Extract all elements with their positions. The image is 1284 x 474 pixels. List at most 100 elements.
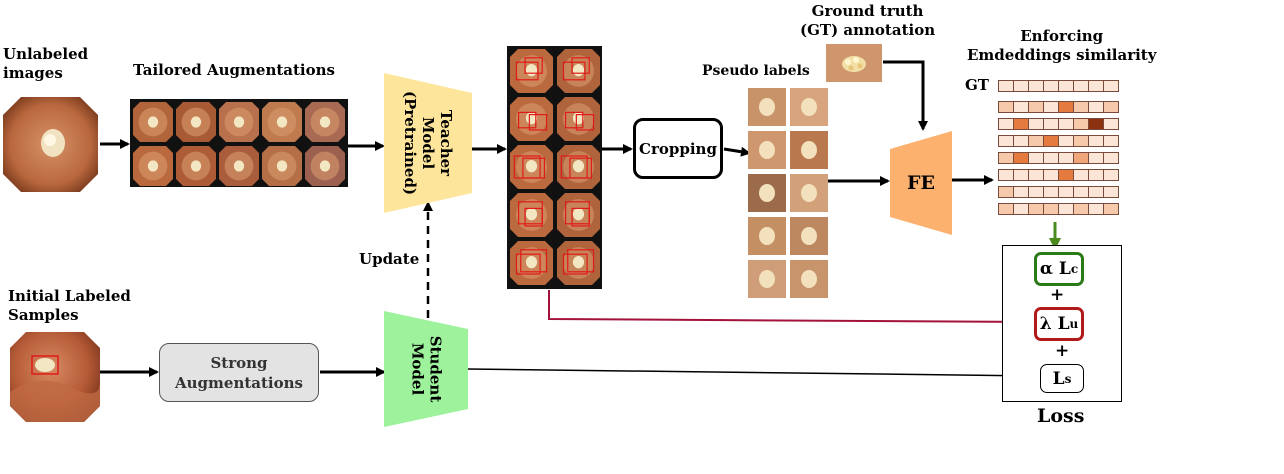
embedding-cell [1043, 169, 1059, 181]
embedding-cell [1088, 135, 1104, 147]
teacher-model: Teacher Model (Pretrained) [384, 73, 472, 213]
embedding-cell [1088, 169, 1104, 181]
embedding-cell [1013, 152, 1029, 164]
embedding-cell [1073, 118, 1089, 130]
pseudo-label-crop [748, 260, 786, 298]
prediction-tile [557, 97, 600, 141]
embedding-cell [1073, 203, 1089, 215]
embedding-cell [998, 80, 1014, 92]
plus-sign-2: + [1055, 341, 1070, 361]
embedding-cell [1028, 80, 1044, 92]
embedding-cell [1073, 80, 1089, 92]
unlabeled-image [3, 97, 98, 192]
pseudo-label-crop [790, 88, 828, 126]
augmented-image-tile [133, 146, 173, 186]
embedding-cell [1088, 186, 1104, 198]
embedding-cell [998, 203, 1014, 215]
augmentation-strip [130, 99, 348, 187]
embedding-cell [998, 101, 1014, 113]
student-model: Student Model [384, 311, 468, 427]
fe-label: FE [907, 172, 935, 194]
teacher-label-2: Model [419, 116, 438, 170]
embedding-cell [1103, 169, 1119, 181]
gt-row-label: GT [965, 76, 989, 94]
pseudo-label-crop [748, 131, 786, 169]
prediction-tile [510, 193, 553, 237]
embedding-cell [998, 152, 1014, 164]
augmented-image-tile [133, 102, 173, 142]
embedding-cell [1073, 169, 1089, 181]
pseudo-label-crop [790, 260, 828, 298]
embedding-cell [1028, 169, 1044, 181]
update-label: Update [359, 250, 420, 268]
tailored-title: Tailored Augmentations [133, 61, 335, 79]
prediction-tile [557, 49, 600, 93]
prediction-tile [510, 49, 553, 93]
embedding-cell [1103, 186, 1119, 198]
embedding-row [998, 203, 1119, 215]
embedding-cell [1103, 203, 1119, 215]
gt-crop-image [826, 44, 882, 82]
embedding-cell [1103, 80, 1119, 92]
embedding-cell [1013, 186, 1029, 198]
embedding-cell [1028, 101, 1044, 113]
augmented-image-tile [262, 146, 302, 186]
feature-extractor: FE [890, 131, 952, 235]
embedding-row [998, 186, 1119, 198]
embedding-cell [1013, 203, 1029, 215]
embedding-cell [1058, 186, 1074, 198]
embedding-cell [1013, 101, 1029, 113]
initial-labeled-image [10, 332, 100, 422]
prediction-tile [557, 145, 600, 189]
pseudo-label-crop [748, 217, 786, 255]
unlabeled-title: Unlabeled images [3, 45, 89, 82]
pseudo-label-crop [748, 88, 786, 126]
embedding-row [998, 152, 1119, 164]
prediction-tile [557, 241, 600, 285]
embedding-cell [1043, 186, 1059, 198]
student-label-1: Student [425, 335, 444, 403]
prediction-tile [557, 193, 600, 237]
pseudo-label-crop [790, 131, 828, 169]
embedding-cell [1028, 152, 1044, 164]
teacher-label-3: (Pretrained) [401, 90, 420, 196]
pseudo-label-crop [748, 174, 786, 212]
augmented-image-tile [305, 146, 345, 186]
embedding-cell [1073, 135, 1089, 147]
pseudo-label-crops [748, 88, 830, 300]
prediction-tile [510, 97, 553, 141]
plus-sign-1: + [1050, 285, 1065, 305]
embedding-cell [998, 186, 1014, 198]
embedding-cell [1013, 169, 1029, 181]
pseudo-label-crop [790, 217, 828, 255]
embedding-cell [1043, 152, 1059, 164]
strong-augmentations-box: Strong Augmentations [159, 343, 319, 402]
embedding-cell [1058, 80, 1074, 92]
embedding-row [998, 101, 1119, 113]
embedding-row [998, 80, 1119, 92]
embedding-cell [998, 135, 1014, 147]
cropping-box: Cropping [633, 118, 723, 179]
embedding-cell [998, 118, 1014, 130]
arrow-gt-to-fe [883, 60, 928, 131]
embedding-cell [1013, 135, 1029, 147]
embedding-cell [1028, 135, 1044, 147]
embedding-cell [1058, 203, 1074, 215]
embedding-cell [1013, 118, 1029, 130]
embedding-cell [1028, 203, 1044, 215]
augmented-image-tile [305, 102, 345, 142]
augmented-image-tile [176, 146, 216, 186]
embedding-cell [1088, 80, 1104, 92]
embedding-cell [1043, 80, 1059, 92]
embedding-cell [998, 169, 1014, 181]
arrow-cropping-to-pseudo [723, 146, 751, 157]
embedding-cell [1013, 80, 1029, 92]
embedding-cell [1088, 101, 1104, 113]
embedding-cell [1058, 169, 1074, 181]
embedding-cell [1043, 203, 1059, 215]
embedding-cell [1103, 135, 1119, 147]
teacher-label-1: Teacher [437, 109, 456, 177]
